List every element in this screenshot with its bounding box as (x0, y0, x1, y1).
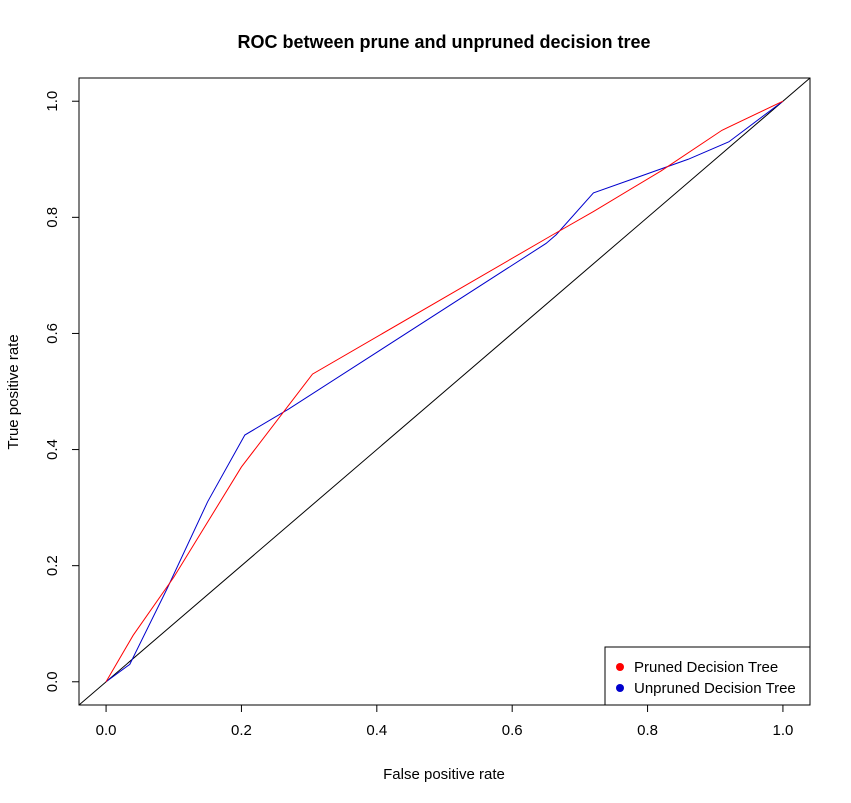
legend-marker-unpruned-decision-tree (616, 684, 624, 692)
series-line-unpruned-decision-tree (105, 100, 784, 683)
x-tick-label: 1.0 (772, 722, 793, 739)
series-line-pruned-decision-tree (105, 100, 784, 683)
y-axis-title: True positive rate (5, 334, 22, 449)
plot-area (79, 78, 810, 705)
y-tick-label: 0.4 (44, 439, 61, 460)
legend-marker-pruned-decision-tree (616, 663, 624, 671)
legend-box (604, 646, 811, 706)
y-tick-label: 0.0 (44, 671, 61, 692)
legend: Pruned Decision Tree Unpruned Decision Tr… (604, 646, 811, 706)
axes: 0.0 0.2 0.4 0.6 0.8 1.0 0.0 0.2 0.4 0.6 0.8 1.0 (44, 77, 811, 739)
y-tick-label: 1.0 (44, 91, 61, 112)
chart-title: ROC between prune and unpruned decision … (237, 32, 650, 52)
x-tick-label: 0.4 (366, 722, 387, 739)
y-tick-label: 0.2 (44, 555, 61, 576)
plot-frame (78, 77, 811, 706)
x-tick-label: 0.6 (502, 722, 523, 739)
y-tick-label: 0.8 (44, 207, 61, 228)
x-tick-label: 0.8 (637, 722, 658, 739)
diagonal-reference-line (79, 78, 810, 705)
x-tick-label: 0.2 (231, 722, 252, 739)
y-tick-label: 0.6 (44, 323, 61, 344)
legend-label-pruned-decision-tree: Pruned Decision Tree (634, 659, 778, 676)
legend-label-unpruned-decision-tree: Unpruned Decision Tree (634, 680, 796, 697)
x-axis-title: False positive rate (383, 766, 505, 783)
x-tick-label: 0.0 (96, 722, 117, 739)
